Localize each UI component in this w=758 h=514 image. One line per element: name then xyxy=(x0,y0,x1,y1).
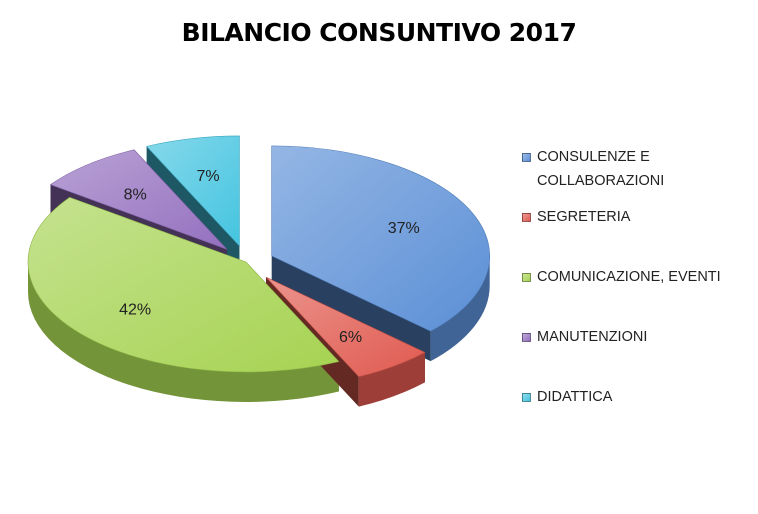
data-label-1: 6% xyxy=(339,329,362,346)
chart-title: BILANCIO CONSUNTIVO 2017 xyxy=(181,18,577,47)
legend-label: MANUTENZIONI xyxy=(537,329,648,345)
legend-swatch xyxy=(522,213,531,222)
data-label-0: 37% xyxy=(388,220,420,237)
data-label-3: 8% xyxy=(124,186,147,203)
data-label-4: 7% xyxy=(197,168,220,185)
legend-item-3: MANUTENZIONI xyxy=(522,328,737,349)
pie-slice-manutenzioni xyxy=(49,149,228,250)
legend-item-1: SEGRETERIA xyxy=(522,208,737,229)
pie-slice-didattica xyxy=(146,135,240,247)
pie-slice-comunicazione-eventi xyxy=(27,197,340,373)
legend-swatch xyxy=(522,393,531,402)
pie-slice-consulenze-e-collaborazioni xyxy=(271,145,490,332)
pie-slice-0-side xyxy=(271,255,490,362)
legend-label: COMUNICAZIONE, EVENTI xyxy=(537,269,721,285)
legend-swatch xyxy=(522,153,531,162)
legend-item-2: COMUNICAZIONE, EVENTI xyxy=(522,268,737,289)
legend-swatch xyxy=(522,273,531,282)
legend-label: CONSULENZE E COLLABORAZIONI xyxy=(537,149,665,189)
pie-slice-segreteria xyxy=(265,276,426,377)
legend-item-4: DIDATTICA xyxy=(522,388,737,409)
legend-label: DIDATTICA xyxy=(537,389,613,405)
legend-label: SEGRETERIA xyxy=(537,209,631,225)
legend-item-0: CONSULENZE E COLLABORAZIONI xyxy=(522,148,737,193)
legend-swatch xyxy=(522,333,531,342)
data-label-2: 42% xyxy=(119,301,151,318)
